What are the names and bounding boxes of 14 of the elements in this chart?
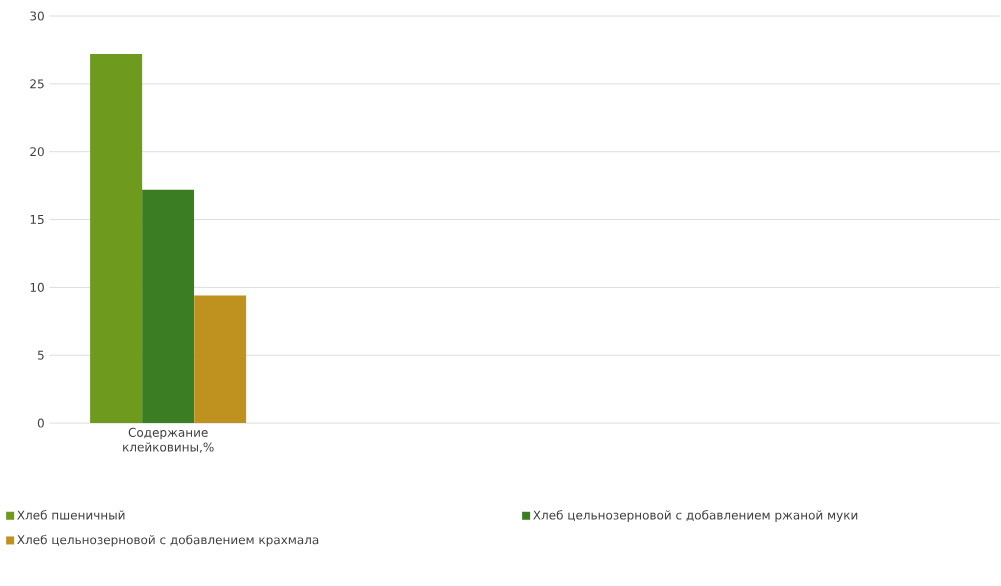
legend-label: Хлеб пшеничный	[17, 510, 125, 520]
y-tick-label: 20	[30, 147, 44, 157]
y-tick-label: 5	[37, 350, 44, 360]
bar	[90, 54, 143, 424]
y-tick-label: 25	[30, 79, 44, 89]
x-tick-label: Содержание клейковины,%	[123, 427, 214, 453]
legend-label: Хлеб цельнозерновой с добавлением крахмала	[17, 534, 319, 547]
legend-label: Хлеб цельнозерновой с добавлением ржаной муки	[533, 510, 858, 522]
y-tick-label: 15	[30, 215, 44, 225]
y-tick-label: 0	[37, 418, 44, 428]
y-tick-label: 30	[30, 11, 44, 21]
bar	[142, 189, 195, 424]
bar	[194, 295, 247, 424]
y-tick-label: 10	[30, 282, 44, 292]
